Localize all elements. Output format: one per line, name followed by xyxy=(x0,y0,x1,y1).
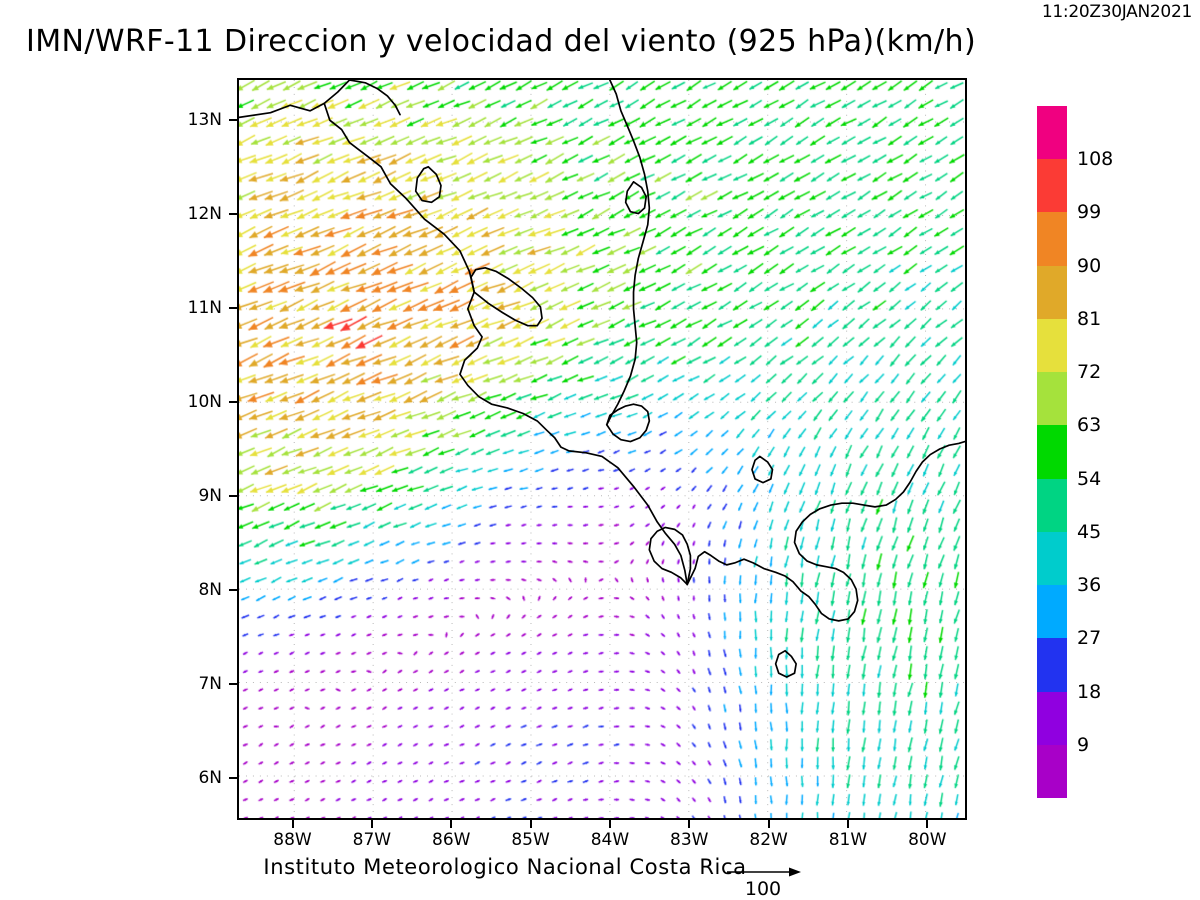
y-tick-mark xyxy=(229,588,237,591)
footer-credit: Instituto Meteorologico Nacional Costa R… xyxy=(263,855,747,879)
x-tick-mark xyxy=(291,820,294,828)
colorbar-band xyxy=(1037,159,1067,213)
x-tick-label: 88W xyxy=(273,830,312,850)
colorbar-band xyxy=(1037,531,1067,586)
colorbar-band xyxy=(1037,691,1067,746)
colorbar-band xyxy=(1037,212,1067,267)
x-tick-label: 84W xyxy=(590,830,630,850)
y-tick-mark xyxy=(229,307,237,310)
colorbar-tick-label: 108 xyxy=(1077,148,1114,171)
colorbar-tick-label: 36 xyxy=(1077,574,1102,597)
colorbar-band xyxy=(1037,638,1067,693)
x-tick-mark xyxy=(370,820,373,828)
timestamp-label: 11:20Z30JAN2021 xyxy=(1041,2,1192,22)
wind-map-plot[interactable] xyxy=(237,78,967,820)
wind-vector-field xyxy=(239,80,965,818)
wind-speed-colorbar[interactable] xyxy=(1037,106,1067,799)
colorbar-band xyxy=(1037,585,1067,639)
y-tick-label: 7N xyxy=(198,673,222,694)
colorbar-band xyxy=(1037,318,1067,373)
y-tick-mark xyxy=(229,494,237,497)
x-tick-label: 85W xyxy=(511,830,550,850)
colorbar-tick-label: 54 xyxy=(1077,467,1102,490)
y-tick-label: 13N xyxy=(187,110,222,131)
x-tick-label: 87W xyxy=(352,830,392,850)
x-tick-label: 86W xyxy=(432,830,471,850)
x-tick-label: 80W xyxy=(908,830,947,850)
colorbar-tick-label: 72 xyxy=(1077,361,1102,384)
colorbar-tick-label: 81 xyxy=(1077,307,1102,330)
colorbar-band xyxy=(1037,265,1067,320)
colorbar-tick-label: 63 xyxy=(1077,414,1102,437)
colorbar-band xyxy=(1037,744,1067,799)
colorbar-tick-label: 90 xyxy=(1077,254,1102,277)
x-tick-label: 81W xyxy=(828,830,868,850)
y-tick-mark xyxy=(229,401,237,404)
page-title: IMN/WRF-11 Direccion y velocidad del vie… xyxy=(26,24,977,59)
x-tick-mark xyxy=(926,820,929,828)
y-tick-mark xyxy=(229,776,237,779)
x-tick-label: 82W xyxy=(749,830,788,850)
colorbar-tick-label: 18 xyxy=(1077,680,1102,703)
colorbar-tick-label: 27 xyxy=(1077,627,1102,650)
x-tick-mark xyxy=(767,820,770,828)
y-tick-mark xyxy=(229,682,237,685)
colorbar-band xyxy=(1037,425,1067,480)
x-tick-mark xyxy=(529,820,532,828)
x-tick-mark xyxy=(846,820,849,828)
y-tick-label: 9N xyxy=(198,485,222,506)
colorbar-band xyxy=(1037,372,1067,426)
colorbar-tick-label: 9 xyxy=(1077,733,1090,756)
x-tick-mark xyxy=(450,820,453,828)
colorbar-tick-label: 45 xyxy=(1077,520,1102,543)
y-tick-label: 6N xyxy=(198,767,222,788)
coastline-overlay xyxy=(239,80,965,678)
y-tick-label: 8N xyxy=(198,579,222,600)
colorbar-band xyxy=(1037,106,1067,160)
y-tick-label: 12N xyxy=(187,204,222,225)
y-tick-label: 11N xyxy=(187,298,222,319)
x-tick-mark xyxy=(688,820,691,828)
y-tick-mark xyxy=(229,213,237,216)
reference-vector: 100 xyxy=(725,862,845,900)
x-tick-label: 83W xyxy=(670,830,709,850)
colorbar-band xyxy=(1037,478,1067,533)
colorbar-tick-label: 99 xyxy=(1077,201,1102,224)
reference-vector-label: 100 xyxy=(744,878,782,900)
y-tick-label: 10N xyxy=(187,392,222,413)
y-tick-mark xyxy=(229,119,237,122)
x-tick-mark xyxy=(608,820,611,828)
reference-vector-arrow-icon xyxy=(727,867,801,877)
